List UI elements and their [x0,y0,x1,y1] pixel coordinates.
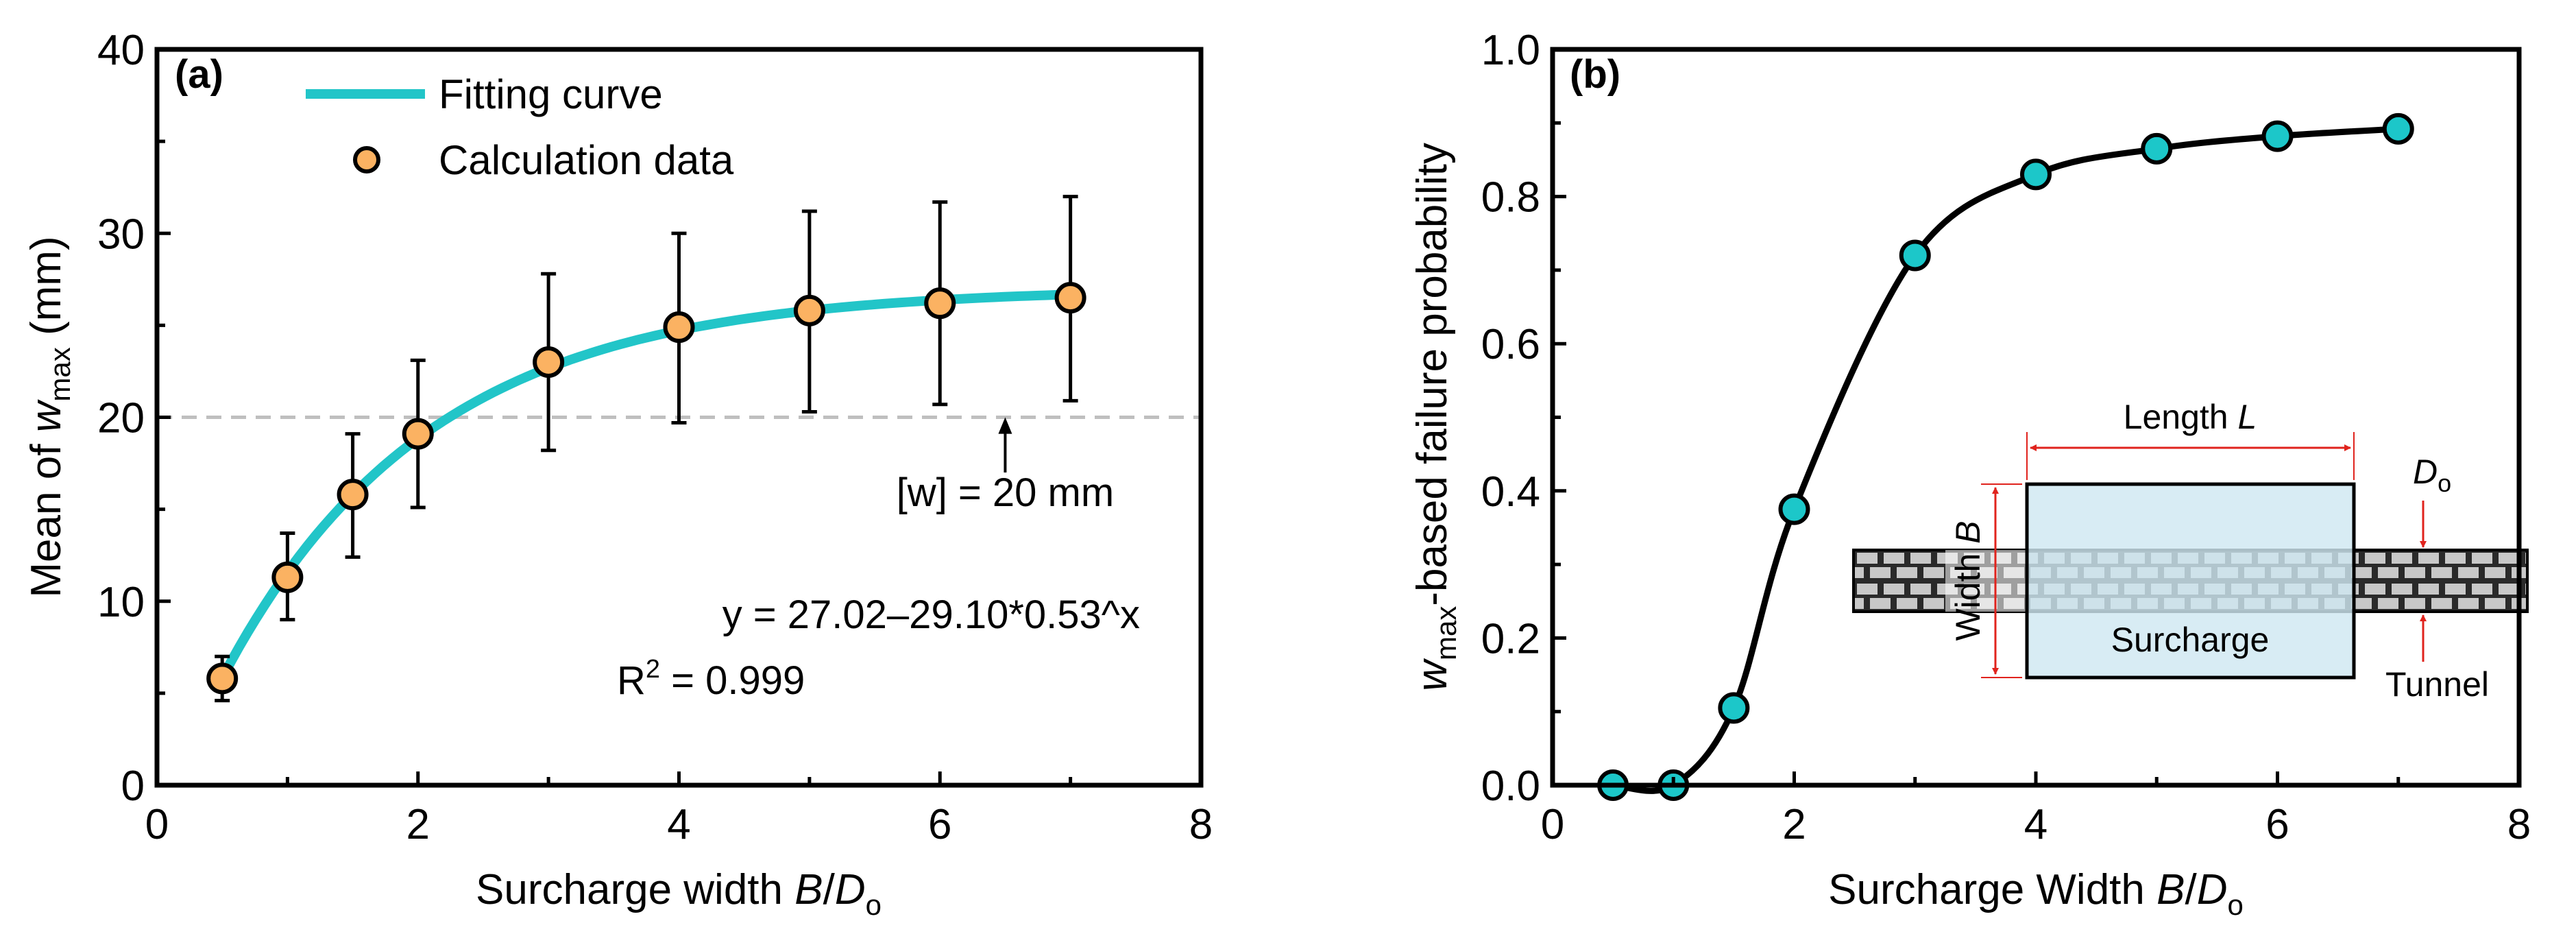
data-point [2382,112,2414,145]
tunnel-label: Tunnel [2385,665,2489,704]
panel-b-ticks: 0 2 4 6 8 0.0 0.2 0.4 0.6 0.8 1.0 [1481,27,2531,848]
x-tick-label: 6 [928,801,951,848]
y-tick-label: 0.4 [1481,468,1540,516]
x-tick-label: 0 [1541,801,1564,848]
x-tick-label: 8 [2507,801,2531,848]
data-point [271,561,304,593]
x-tick-label: 8 [1189,801,1213,848]
probability-curve [1609,125,2402,794]
panel-a-y-axis-label: Mean of wmax (mm) [23,236,76,597]
legend-data-label: Calculation data [439,137,734,183]
panel-a-ticks: 0 2 4 6 8 0 10 20 30 40 [97,27,1213,848]
panel-a-marks [206,195,1086,703]
x-tick-label: 6 [2265,801,2289,848]
width-label: Width B [1949,520,1987,640]
y-tick-label: 30 [97,211,145,258]
panel-a-label: (a) [175,52,223,97]
y-tick-label: 0.0 [1481,763,1540,810]
surcharge-block [2025,482,2356,680]
y-tick-label: 40 [97,27,145,74]
panel-b-y-axis-label: wmax-based failure probability [1409,143,1462,691]
y-tick-label: 0 [121,763,145,810]
data-point [1718,692,1750,724]
y-tick-label: 1.0 [1481,27,1540,74]
length-label: Length L [2124,398,2257,436]
surcharge-label: Surcharge [2111,621,2270,659]
x-tick-label: 4 [667,801,690,848]
data-point [2261,120,2294,152]
x-tick-label: 2 [1782,801,1806,848]
threshold-layer [157,416,1201,472]
data-point [1899,239,1931,272]
panel-a: 0 2 4 6 8 0 10 20 30 40 (a) Fitting curve Calcula… [23,27,1213,921]
x-tick-label: 0 [145,801,169,848]
y-tick-label: 10 [97,579,145,626]
r-squared: R2 = 0.999 [617,655,805,703]
data-point [1054,282,1086,314]
data-point [924,287,956,320]
data-point [793,294,825,326]
inset-diagram: Length L Width B Surcharge Do Tunnel [1852,398,2529,704]
data-point [206,662,239,695]
panel-a-x-axis-label: Surcharge width B/Do [476,866,882,921]
data-point [337,479,369,511]
tunnel-faded-section [1945,550,2027,612]
data-point [2141,132,2173,165]
fit-equation: y = 27.02–29.10*0.53^x [722,592,1140,637]
y-tick-label: 20 [97,395,145,442]
threshold-arrow-head [998,417,1012,434]
diameter-label: Do [2413,453,2451,497]
y-tick-label: 0.8 [1481,174,1540,221]
data-point [2020,158,2052,191]
x-tick-label: 4 [2024,801,2048,848]
threshold-label: [w] = 20 mm [897,470,1114,515]
x-tick-label: 2 [406,801,430,848]
legend-data-marker [353,146,380,173]
y-tick-label: 0.6 [1481,321,1540,368]
panel-b-label: (b) [1570,52,1620,97]
data-point [402,418,434,450]
data-point [663,311,695,344]
data-point [1778,493,1810,525]
panel-b-x-axis-label: Surcharge Width B/Do [1828,866,2244,921]
data-point [533,346,565,379]
y-tick-label: 0.2 [1481,615,1540,662]
legend-fit-label: Fitting curve [439,71,663,117]
panel-b-marks [1597,112,2414,801]
panel-b: Length L Width B Surcharge Do Tunnel 0 2 4… [1409,27,2531,921]
